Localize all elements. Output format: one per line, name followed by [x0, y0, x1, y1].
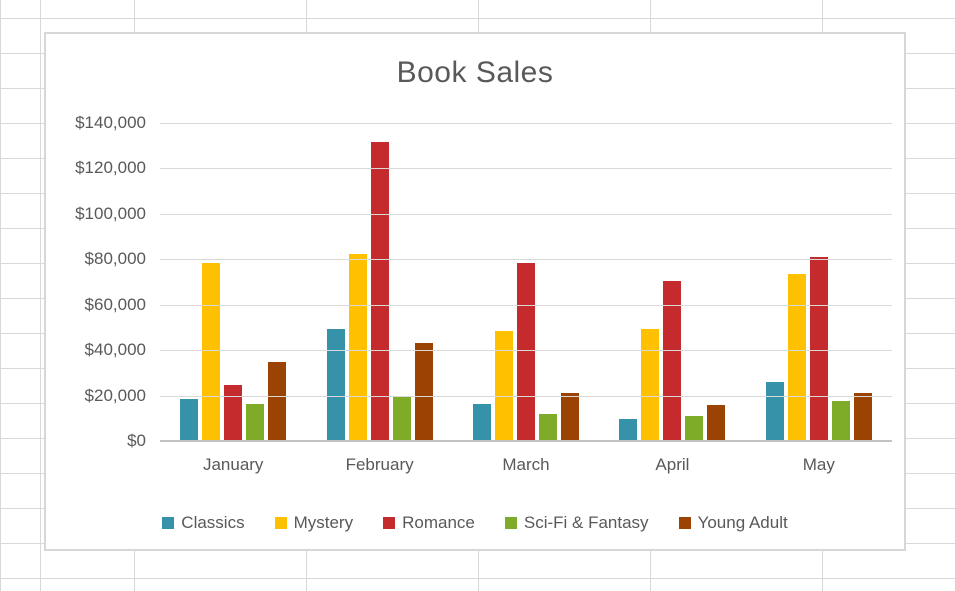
bar-young-adult-april[interactable]: [707, 404, 726, 441]
y-tick-label: $40,000: [84, 340, 146, 360]
bar-sci-fi-fantasy-january[interactable]: [246, 403, 265, 441]
bar-mystery-january[interactable]: [202, 262, 221, 441]
gridline: [160, 304, 892, 306]
y-tick-label: $120,000: [75, 158, 146, 178]
bar-sci-fi-fantasy-february[interactable]: [392, 396, 411, 441]
legend-swatch-icon: [383, 517, 396, 529]
bar-classics-january[interactable]: [180, 399, 199, 441]
bar-group-march: [453, 123, 599, 441]
bar-mystery-may[interactable]: [787, 274, 806, 441]
bar-sci-fi-fantasy-march[interactable]: [539, 413, 558, 441]
bar-young-adult-march[interactable]: [561, 393, 580, 441]
legend-swatch-icon: [678, 517, 691, 529]
y-axis: $140,000 $120,000 $100,000 $80,000 $60,000 $4…: [46, 113, 146, 450]
bar-classics-february[interactable]: [326, 328, 345, 441]
chart-area[interactable]: Book Sales $140,000 $120,000 $100,000 $80,0…: [44, 32, 906, 551]
bar-romance-march[interactable]: [517, 262, 536, 441]
legend-swatch-icon: [162, 517, 175, 529]
bar-sci-fi-fantasy-may[interactable]: [831, 401, 850, 441]
bar-young-adult-may[interactable]: [853, 393, 872, 441]
y-tick-label: $80,000: [84, 249, 146, 269]
y-tick-label: $140,000: [75, 113, 146, 132]
legend: Classics Mystery Romance Sci-Fi & Fantasy Yo…: [46, 513, 904, 533]
gridline: [160, 123, 892, 124]
bars-layer: [160, 123, 892, 441]
legend-label: Young Adult: [697, 513, 788, 532]
bar-classics-march[interactable]: [473, 403, 492, 441]
legend-item-sci-fi-fantasy[interactable]: Sci-Fi & Fantasy: [504, 513, 649, 533]
y-tick-label: $60,000: [84, 294, 146, 314]
bar-group-january: [160, 123, 306, 441]
y-tick-label: $20,000: [84, 385, 146, 405]
legend-item-classics[interactable]: Classics: [162, 513, 245, 533]
legend-item-romance[interactable]: Romance: [383, 513, 475, 533]
x-axis-line: [160, 440, 892, 442]
legend-label: Sci-Fi & Fantasy: [523, 513, 649, 532]
legend-swatch-icon: [504, 517, 517, 529]
bar-group-april: [599, 123, 745, 441]
plot-area: [160, 123, 892, 442]
bar-group-may: [746, 123, 892, 441]
chart-title[interactable]: Book Sales: [396, 56, 554, 89]
bar-sci-fi-fantasy-april[interactable]: [685, 416, 704, 441]
legend-label: Mystery: [293, 513, 354, 532]
bar-romance-may[interactable]: [809, 257, 828, 441]
bar-classics-april[interactable]: [619, 419, 638, 441]
y-tick-label: $0: [127, 431, 146, 450]
legend-item-mystery[interactable]: Mystery: [274, 513, 354, 533]
y-tick-label: $100,000: [75, 203, 146, 223]
bar-mystery-february[interactable]: [348, 253, 367, 441]
legend-label: Romance: [402, 513, 475, 532]
legend-swatch-icon: [274, 517, 287, 529]
gridline: [160, 213, 892, 215]
bar-romance-april[interactable]: [663, 280, 682, 441]
gridline: [160, 395, 892, 397]
x-axis: January February March April May: [160, 455, 892, 475]
bar-young-adult-january[interactable]: [268, 361, 287, 441]
bar-classics-may[interactable]: [765, 381, 784, 441]
legend-label: Classics: [181, 513, 245, 532]
legend-item-young-adult[interactable]: Young Adult: [678, 513, 788, 533]
x-axis-label-march: March: [502, 455, 550, 474]
bar-group-february: [306, 123, 452, 441]
gridline: [160, 168, 892, 170]
gridline: [160, 350, 892, 352]
bar-mystery-april[interactable]: [641, 328, 660, 441]
x-axis-label-april: April: [655, 455, 690, 474]
bar-young-adult-february[interactable]: [414, 343, 433, 441]
x-axis-label-may: May: [802, 455, 835, 474]
gridline: [160, 259, 892, 261]
bar-romance-january[interactable]: [224, 385, 243, 441]
x-axis-label-february: February: [345, 455, 414, 474]
x-axis-label-january: January: [202, 455, 264, 474]
bar-mystery-march[interactable]: [495, 330, 514, 441]
bar-romance-february[interactable]: [370, 142, 389, 441]
